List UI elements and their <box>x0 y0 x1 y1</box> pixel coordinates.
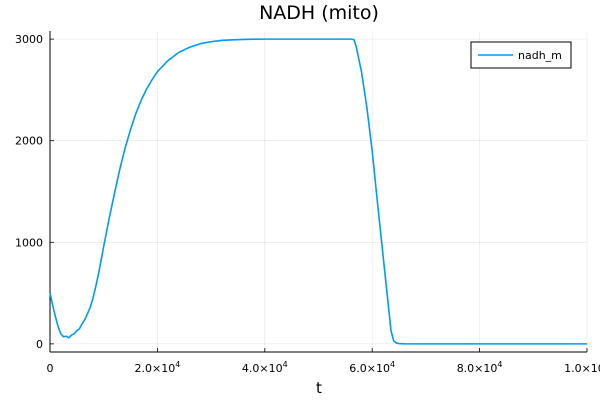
x-tick-exponent: 4 <box>283 360 288 369</box>
legend-label-nadh-m: nadh_m <box>518 49 562 62</box>
series-layer <box>49 38 587 345</box>
x-tick-exponent: 4 <box>390 360 395 369</box>
x-tick-label: 8.0×104 <box>457 360 503 375</box>
x-tick-label: 4.0×104 <box>242 360 288 375</box>
y-tick-label: 0 <box>36 338 43 351</box>
x-tick-label: 1.0×105 <box>564 360 600 375</box>
axes <box>49 31 588 353</box>
x-tick-exponent: 4 <box>175 360 180 369</box>
y-tick-label: 2000 <box>15 135 43 148</box>
chart-title: NADH (mito) <box>259 2 379 24</box>
y-tick-label: 3000 <box>15 33 43 46</box>
tick-labels: 0 2.0×104 4.0×104 6.0×104 8.0×104 1.0×105 0 100… <box>15 33 600 375</box>
x-tick-label: 6.0×104 <box>349 360 395 375</box>
series-line-nadh-m <box>49 38 587 345</box>
x-tick-label: 2.0×104 <box>134 360 180 375</box>
x-axis-title: t <box>316 379 322 397</box>
x-tick-exponent: 4 <box>497 360 502 369</box>
legend: nadh_m <box>470 41 572 69</box>
y-tick-label: 1000 <box>15 236 43 249</box>
x-tick-label: 0 <box>47 362 54 375</box>
